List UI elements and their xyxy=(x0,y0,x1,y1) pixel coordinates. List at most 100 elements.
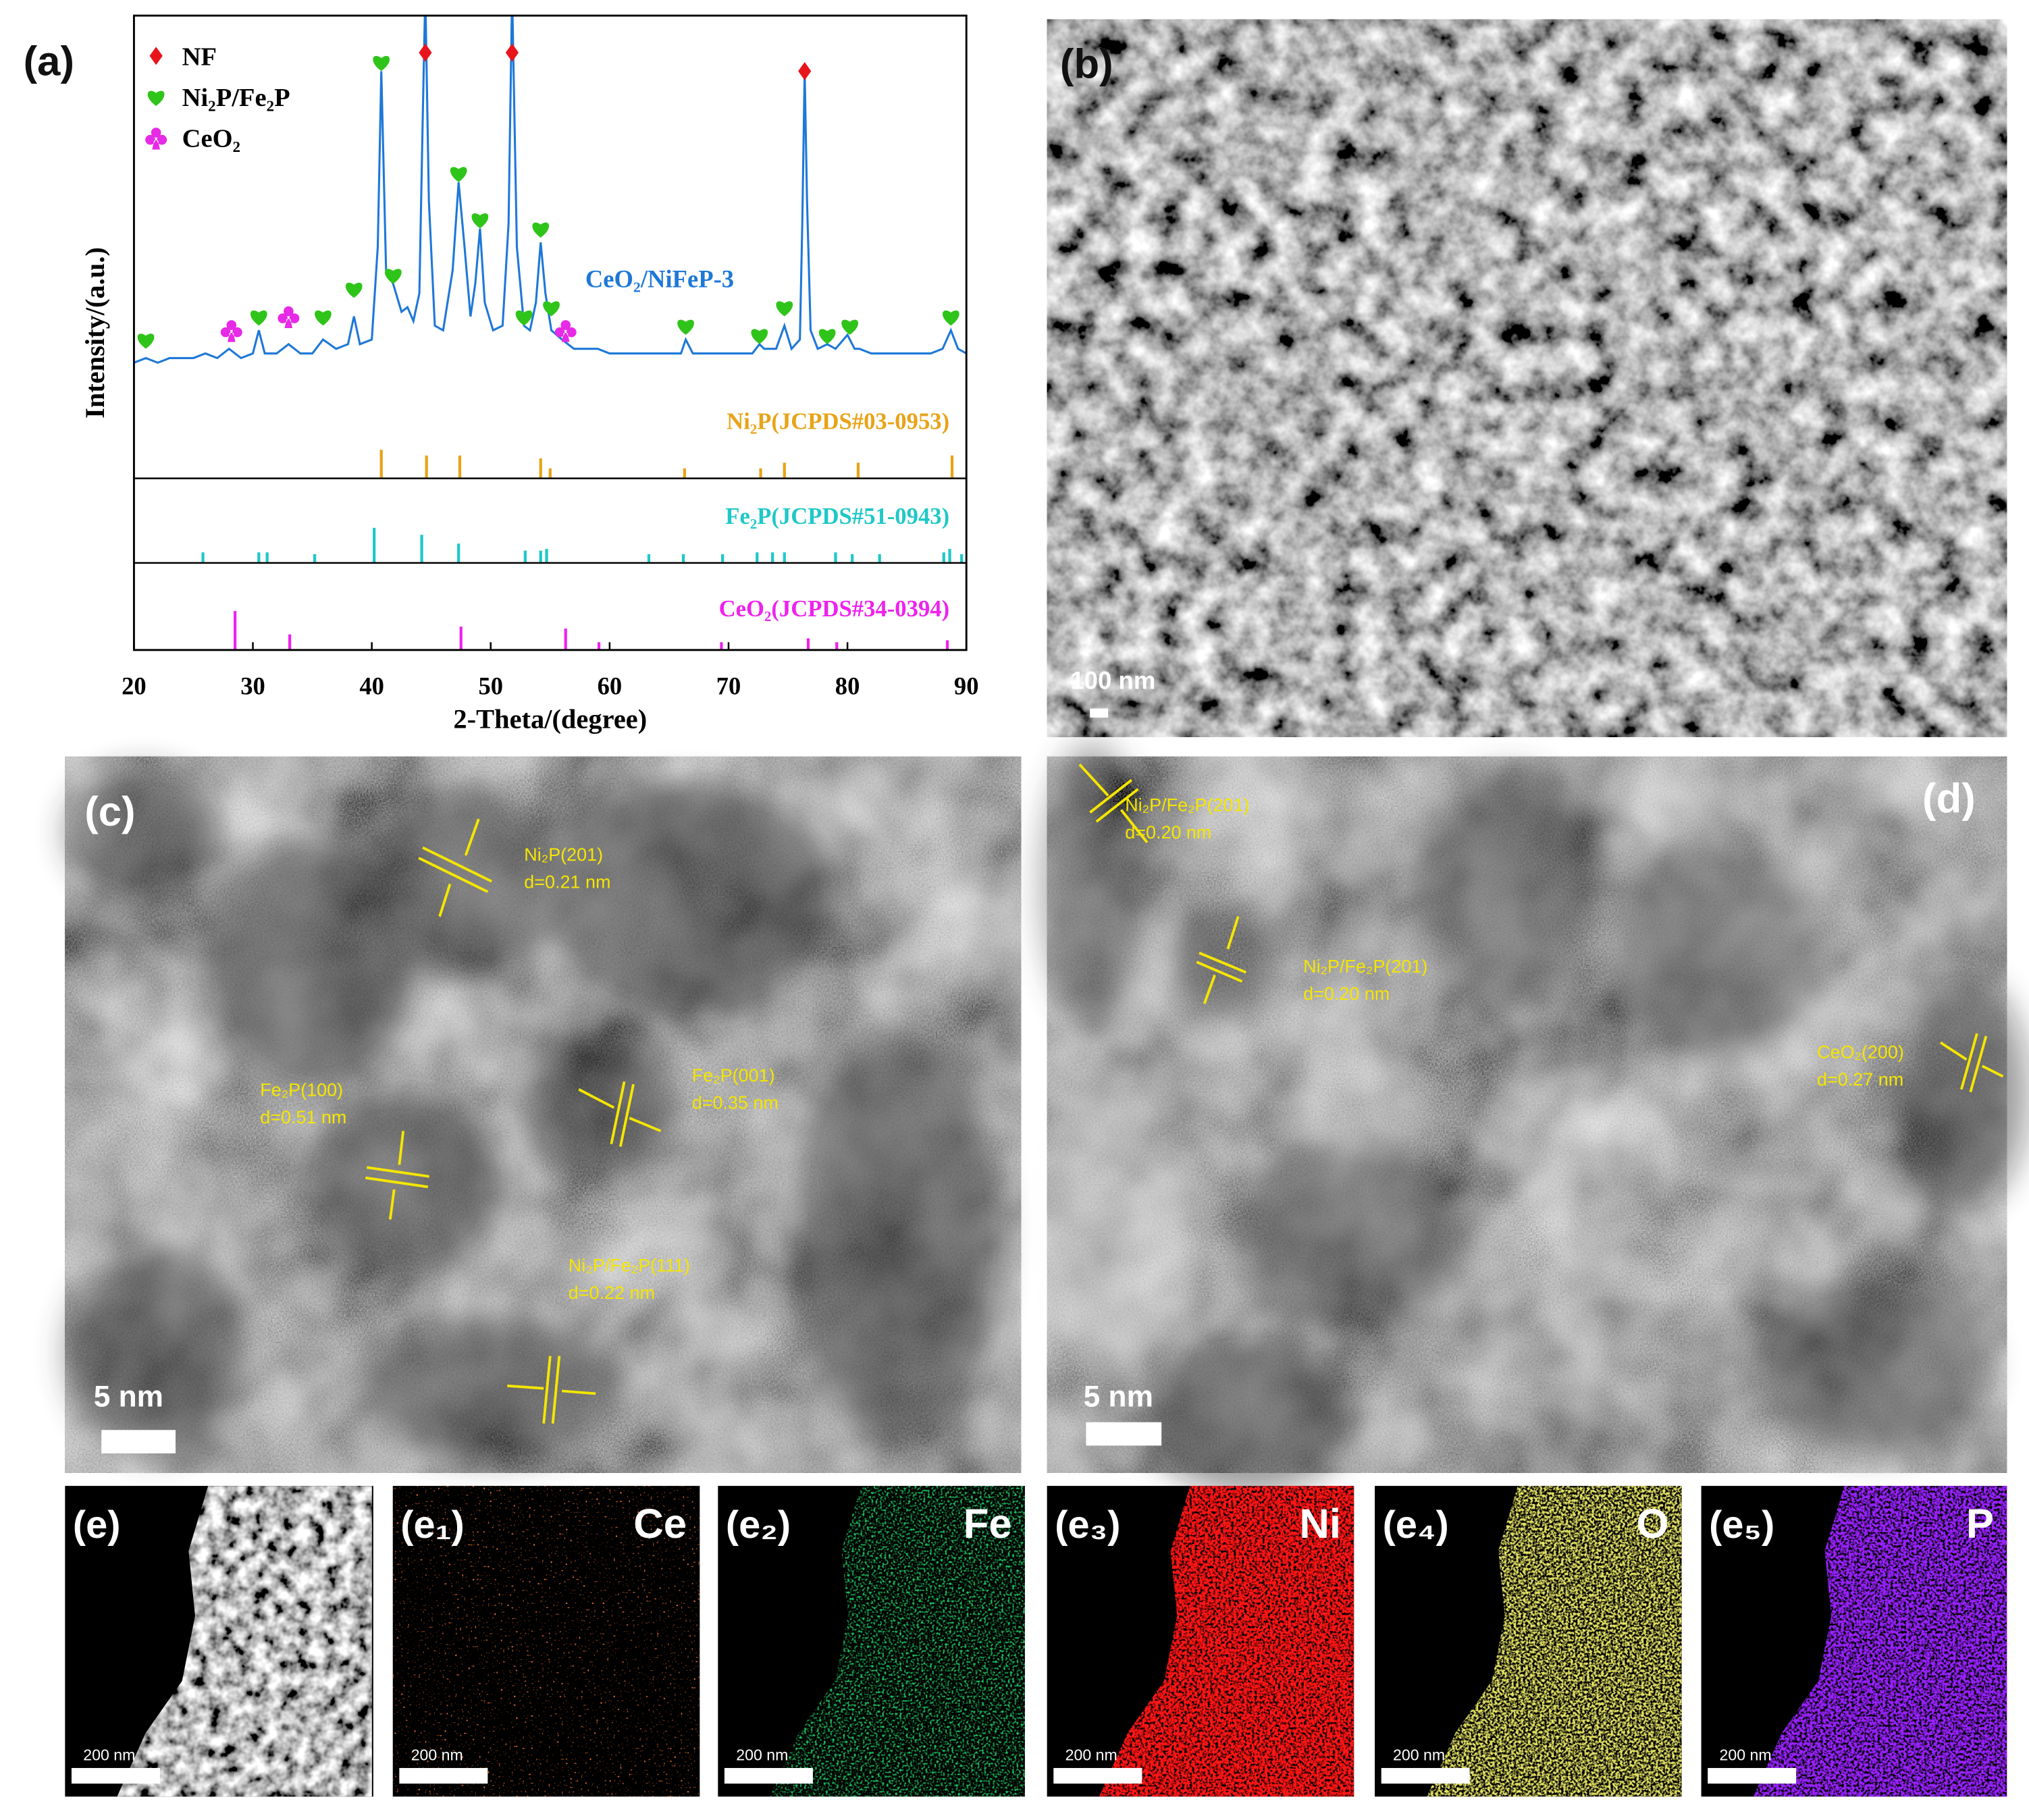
peak-marker xyxy=(677,319,694,335)
lattice-annotation: d=0.20 nm xyxy=(1303,984,1390,1004)
particles xyxy=(1040,741,2029,1495)
peak-marker xyxy=(373,55,390,72)
lattice-annotation: d=0.35 nm xyxy=(692,1093,779,1113)
element-label: Ce xyxy=(633,1501,687,1547)
eds-panel xyxy=(65,1486,373,1797)
panel-label: (e₁) xyxy=(400,1503,465,1547)
peak-marker xyxy=(419,43,432,62)
panel-label: (e₅) xyxy=(1709,1503,1774,1547)
lattice-markers xyxy=(1078,764,2004,1093)
eds-panel xyxy=(1047,1486,1354,1797)
peak-marker xyxy=(220,320,242,342)
lattice-annotation: d=0.21 nm xyxy=(524,872,610,892)
lattice-annotation: d=0.22 nm xyxy=(569,1283,655,1303)
peak-marker xyxy=(315,310,332,326)
peak-marker xyxy=(532,222,550,238)
reference-label: CeO₂(JCPDS#34-0394) xyxy=(719,596,950,622)
scale-bar-label: 200 nm xyxy=(411,1746,463,1763)
peak-marker xyxy=(841,319,859,335)
lattice-annotation: Ni₂P/Fe₂P(201) xyxy=(1125,795,1249,815)
panel-label: (e₃) xyxy=(1055,1503,1120,1547)
peak-marker xyxy=(345,282,363,298)
tem-panel-d xyxy=(1040,741,2029,1495)
scale-bar-label: 200 nm xyxy=(1393,1746,1445,1763)
scale-bar xyxy=(1381,1767,1470,1784)
scale-bar xyxy=(1053,1767,1142,1784)
x-tick-label: 60 xyxy=(598,672,623,699)
legend-label: Ni₂P/Fe₂P xyxy=(182,84,290,112)
lattice-annotation: CeO₂(200) xyxy=(1817,1042,1904,1063)
scale-bar-label: 200 nm xyxy=(1065,1746,1117,1763)
peak-marker xyxy=(384,269,402,284)
scale-bar xyxy=(399,1767,488,1784)
scale-bar xyxy=(101,1430,176,1453)
legend-label: CeO₂ xyxy=(182,125,240,153)
peak-marker xyxy=(515,310,533,326)
peak-marker xyxy=(471,213,489,229)
scale-bar xyxy=(724,1767,813,1784)
lattice-annotation: Ni₂P/Fe₂P(111) xyxy=(569,1255,690,1275)
scale-bar xyxy=(71,1767,160,1784)
y-axis-label: Intensity/(a.u.) xyxy=(80,247,110,419)
panel-label: (e) xyxy=(73,1503,121,1547)
legend-symbol xyxy=(145,128,167,150)
peak-marker xyxy=(137,333,155,349)
scale-bar-label: 5 nm xyxy=(1084,1381,1153,1414)
eds-panel xyxy=(718,1486,1025,1797)
sem-panel xyxy=(1047,19,2007,737)
x-tick-label: 90 xyxy=(954,672,979,699)
x-tick-label: 30 xyxy=(240,672,265,699)
element-label: O xyxy=(1636,1501,1668,1547)
particles xyxy=(65,767,1002,1463)
scale-bar xyxy=(1086,1422,1162,1446)
lattice-annotation: d=0.27 nm xyxy=(1817,1069,1903,1090)
x-tick-label: 80 xyxy=(835,672,860,699)
legend-label: NF xyxy=(182,43,217,71)
scale-bar xyxy=(1708,1767,1797,1784)
element-label: P xyxy=(1966,1501,1994,1547)
eds-panel xyxy=(392,1486,700,1797)
x-tick-label: 40 xyxy=(359,672,384,699)
peak-marker xyxy=(942,310,959,326)
peak-marker xyxy=(543,301,560,317)
lattice-annotation: Ni₂P/Fe₂P(201) xyxy=(1303,956,1427,976)
eds-panel xyxy=(1375,1486,1682,1797)
eds-map xyxy=(392,1486,700,1797)
scale-bar-label: 200 nm xyxy=(736,1746,788,1763)
scale-bar xyxy=(1090,708,1109,718)
lattice-annotation: Fe₂P(100) xyxy=(260,1079,343,1100)
lattice-annotation: d=0.51 nm xyxy=(260,1107,346,1127)
legend-symbol xyxy=(147,90,165,106)
lattice-markers xyxy=(365,818,662,1424)
panel-label: (d) xyxy=(1922,776,1976,822)
x-tick-label: 50 xyxy=(478,672,503,699)
peak-marker xyxy=(505,43,519,62)
x-tick-label: 70 xyxy=(716,672,741,699)
sem-image xyxy=(1047,19,2007,737)
scale-bar-label: 100 nm xyxy=(1070,667,1155,695)
peak-marker xyxy=(250,310,267,326)
element-label: Fe xyxy=(964,1501,1012,1547)
panel-label: (b) xyxy=(1060,41,1113,88)
element-label: Ni xyxy=(1299,1501,1341,1547)
x-axis-label: 2-Theta/(degree) xyxy=(453,703,647,734)
panel-label: (e₂) xyxy=(726,1503,791,1547)
tem-panel-c xyxy=(65,756,1022,1473)
series-label: CeO₂/NiFeP-3 xyxy=(585,265,734,293)
eds-panel xyxy=(1701,1486,2007,1797)
scale-bar-label: 5 nm xyxy=(94,1381,163,1414)
eds-maps xyxy=(65,1486,2007,1797)
lattice-annotation: d=0.20 nm xyxy=(1125,822,1211,842)
scale-bar-label: 200 nm xyxy=(1720,1746,1772,1763)
peak-marker xyxy=(554,320,577,342)
lattice-annotation: Fe₂P(001) xyxy=(692,1065,775,1086)
panel-label: (e₄) xyxy=(1383,1503,1449,1547)
peak-marker xyxy=(450,167,467,182)
legend-symbol xyxy=(149,47,163,65)
xrd-curve xyxy=(134,16,967,364)
panel-label: (c) xyxy=(84,788,135,835)
x-tick-label: 20 xyxy=(122,672,147,699)
panel-label: (a) xyxy=(24,38,74,85)
